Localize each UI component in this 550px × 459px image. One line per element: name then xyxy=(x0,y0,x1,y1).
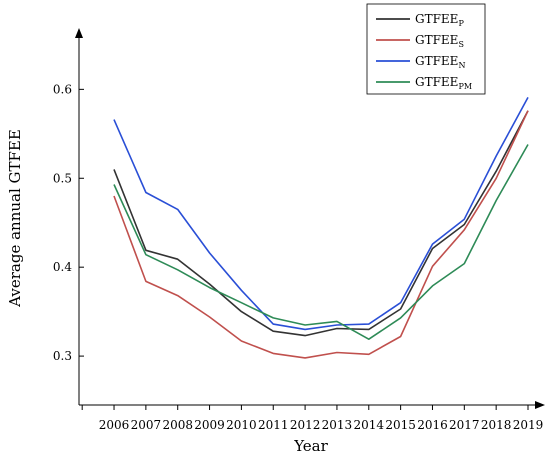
legend-label-main: GTFEE xyxy=(415,12,458,26)
x-tick-label: 2014 xyxy=(354,418,385,432)
x-tick-label: 2015 xyxy=(385,418,416,432)
y-ticks: 0.3 0.4 0.5 0.6 xyxy=(53,82,84,363)
x-tick-label: 2009 xyxy=(194,418,225,432)
legend-label-subscript: S xyxy=(458,40,463,49)
x-tick-label: 2010 xyxy=(226,418,257,432)
x-tick-label: 2013 xyxy=(322,418,353,432)
x-tick-label: 2007 xyxy=(131,418,162,432)
legend-label-p: GTFEEP xyxy=(415,12,464,28)
x-tick-label: 2012 xyxy=(290,418,321,432)
series-line-gtfee-s xyxy=(113,110,529,359)
x-axis-title: Year xyxy=(293,437,328,455)
x-tick-label: 2011 xyxy=(258,418,289,432)
series-line-gtfee-n xyxy=(113,97,529,331)
y-axis-title: Average annual GTFEE xyxy=(6,129,24,308)
legend-label-s: GTFEES xyxy=(415,33,464,49)
legend-label-subscript: PM xyxy=(458,82,472,91)
y-tick-label: 0.5 xyxy=(53,171,72,185)
legend-label-pm: GTFEEPM xyxy=(415,75,472,91)
y-axis-arrow xyxy=(75,28,83,38)
x-ticks: 2006 2007 2008 2009 2010 2011 2012 2013 2014 2015… xyxy=(81,405,544,432)
series-line-gtfee-p xyxy=(113,110,529,337)
x-tick-label: 2016 xyxy=(417,418,448,432)
legend-label-n: GTFEEN xyxy=(415,54,465,70)
series-line-gtfee-pm xyxy=(113,144,529,341)
legend-label-subscript: N xyxy=(458,61,465,70)
legend-label-main: GTFEE xyxy=(415,75,458,89)
legend-label-main: GTFEE xyxy=(415,33,458,47)
x-axis-arrow xyxy=(535,401,545,409)
x-tick-label: 2019 xyxy=(513,418,544,432)
legend-label-main: GTFEE xyxy=(415,54,458,68)
x-tick-label: 2006 xyxy=(99,418,130,432)
y-tick-label: 0.3 xyxy=(53,349,72,363)
series-lines xyxy=(113,97,529,359)
y-tick-label: 0.6 xyxy=(53,82,72,96)
x-tick-label: 2017 xyxy=(449,418,480,432)
x-tick-label: 2008 xyxy=(162,418,193,432)
axes xyxy=(75,28,545,409)
x-tick-label: 2018 xyxy=(481,418,512,432)
legend-label-subscript: P xyxy=(458,19,464,28)
y-tick-label: 0.4 xyxy=(53,260,72,274)
